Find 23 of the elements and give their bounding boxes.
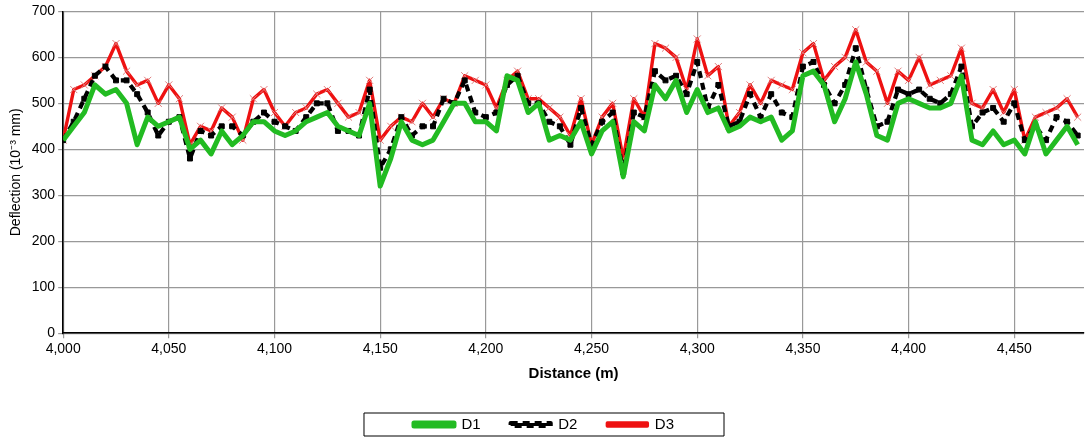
y-tick-label: 200 <box>31 232 56 249</box>
x-tick-label: 4,150 <box>362 340 398 357</box>
x-tick-label: 4,300 <box>679 340 715 357</box>
x-tick-label: 4,050 <box>151 340 187 357</box>
x-tick-label: 4,200 <box>468 340 504 357</box>
x-tick-label: 4,450 <box>996 340 1032 357</box>
y-axis-title: Deflection (10⁻³ mm) <box>7 108 24 237</box>
legend-label: D3 <box>654 414 675 432</box>
x-tick-label: 4,000 <box>45 340 81 357</box>
y-tick-label: 100 <box>31 278 56 295</box>
y-tick-label: 500 <box>31 94 56 111</box>
y-tick-label: 700 <box>31 2 56 19</box>
y-tick-label: 300 <box>31 186 56 203</box>
y-tick-label: 0 <box>47 324 56 341</box>
legend-label: D1 <box>461 414 481 432</box>
legend-label: D2 <box>558 414 578 432</box>
y-tick-label: 400 <box>31 140 56 157</box>
y-tick-label: 600 <box>31 48 56 65</box>
x-axis-title: Distance (m) <box>528 364 619 382</box>
x-tick-label: 4,250 <box>574 340 610 357</box>
x-tick-label: 4,100 <box>256 340 293 357</box>
x-tick-label: 4,400 <box>891 340 927 357</box>
x-tick-label: 4,350 <box>785 340 821 357</box>
